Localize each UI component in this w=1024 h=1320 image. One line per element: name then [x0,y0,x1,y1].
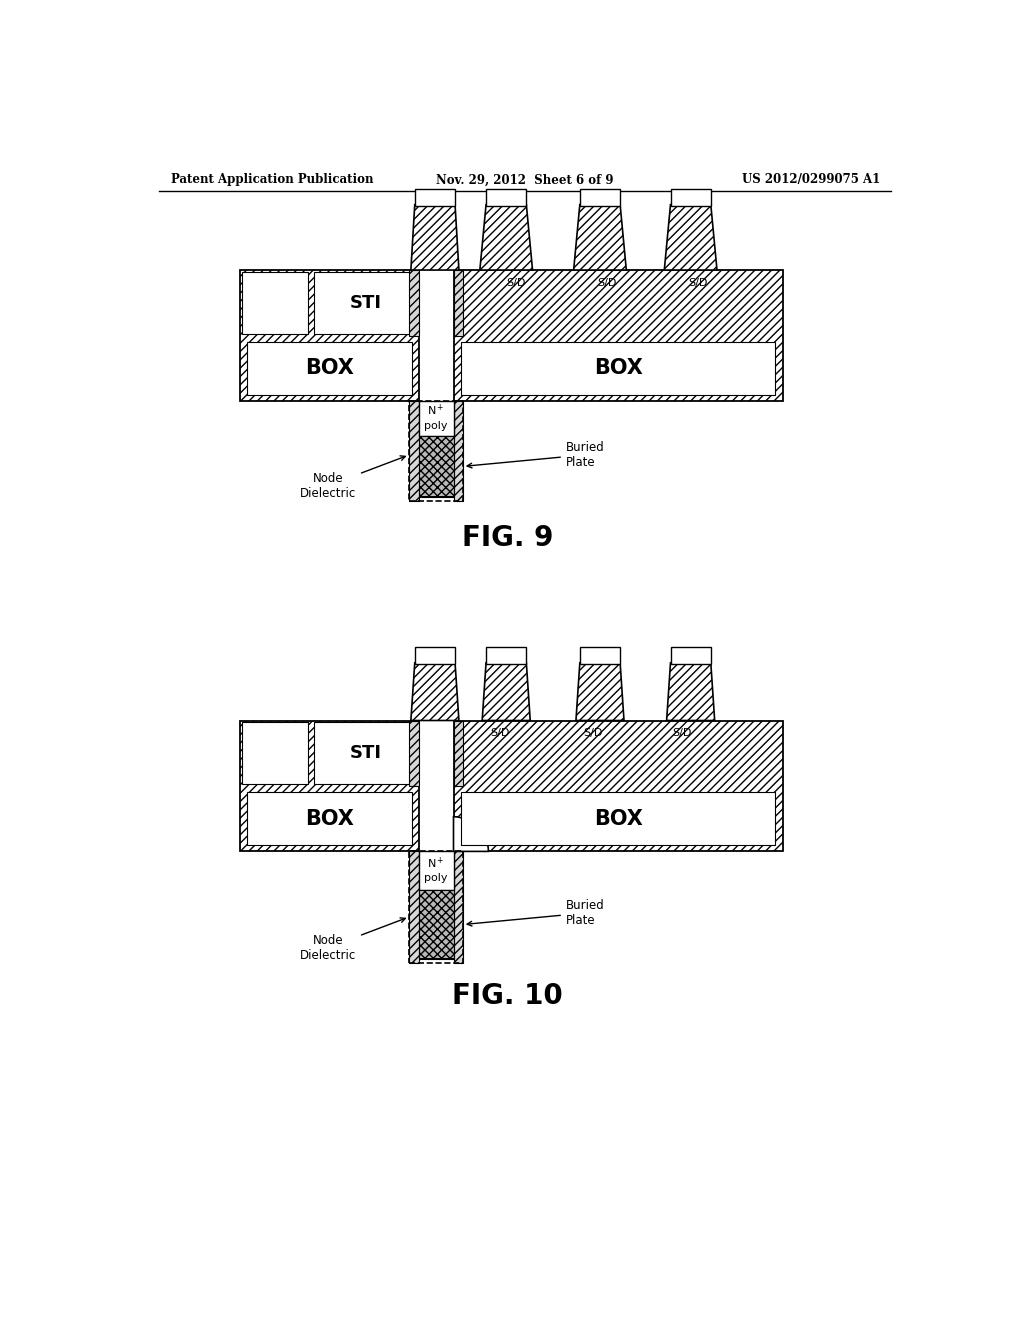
Text: poly: poly [424,421,447,430]
Bar [419,958,454,960]
Bar [454,271,783,401]
Bar [419,401,454,436]
Bar [419,436,454,498]
Polygon shape [480,205,532,271]
Bar [454,851,463,964]
Bar [241,271,419,401]
Bar [410,401,463,502]
Bar [454,401,463,502]
Bar [314,272,417,334]
Bar [410,851,419,964]
Wedge shape [454,817,488,851]
Bar [671,647,711,664]
Bar [419,496,454,498]
Text: Buried
Plate: Buried Plate [467,441,604,469]
Text: N$^+$: N$^+$ [427,403,444,418]
Text: S/D: S/D [597,277,616,288]
Polygon shape [411,663,459,721]
Text: STI: STI [349,744,382,762]
Polygon shape [575,663,624,721]
Text: FIG. 9: FIG. 9 [462,524,553,552]
Bar [580,647,621,664]
Bar [454,721,463,785]
Text: S/D: S/D [689,277,708,288]
Text: Nov. 29, 2012  Sheet 6 of 9: Nov. 29, 2012 Sheet 6 of 9 [436,173,613,186]
Text: S/D: S/D [490,729,510,738]
Polygon shape [482,663,530,721]
Text: Buried
Plate: Buried Plate [467,899,604,927]
Bar [247,792,413,845]
Text: S/D: S/D [584,729,603,738]
Bar [242,722,308,784]
Text: poly: poly [424,874,447,883]
Text: N$^+$: N$^+$ [427,855,444,871]
Text: BOX: BOX [594,358,643,379]
Polygon shape [665,205,717,271]
Bar [580,189,621,206]
Bar [454,721,783,851]
Bar [314,722,417,784]
Text: BOX: BOX [305,809,354,829]
Bar [410,271,419,335]
Bar [247,342,413,395]
Bar [410,851,463,964]
Bar [419,851,454,890]
Bar [242,272,308,334]
Text: STI: STI [349,294,382,312]
Bar [419,890,454,960]
Text: S/D: S/D [673,729,692,738]
Bar [461,792,775,845]
Bar [671,189,711,206]
Text: BOX: BOX [594,809,643,829]
Bar [486,189,526,206]
Text: FIG. 10: FIG. 10 [453,982,563,1010]
Bar [415,647,455,664]
Bar [410,401,419,502]
Text: Node
Dielectric: Node Dielectric [300,455,406,500]
Polygon shape [667,663,715,721]
Polygon shape [573,205,627,271]
Bar [461,342,775,395]
Text: S/D: S/D [506,277,525,288]
Text: Node
Dielectric: Node Dielectric [300,917,406,962]
Bar [410,721,419,785]
Polygon shape [411,205,459,271]
Bar [415,189,455,206]
Text: BOX: BOX [305,358,354,379]
Bar [454,271,463,335]
Text: US 2012/0299075 A1: US 2012/0299075 A1 [741,173,880,186]
Text: Patent Application Publication: Patent Application Publication [171,173,373,186]
Bar [241,721,419,851]
Bar [486,647,526,664]
